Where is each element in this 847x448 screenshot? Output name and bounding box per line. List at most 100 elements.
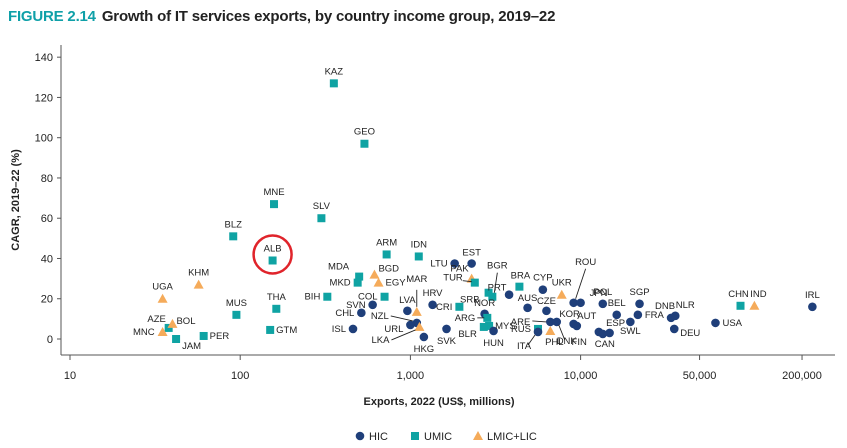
marker-hic bbox=[406, 320, 415, 330]
data-point-are bbox=[546, 317, 555, 327]
marker-umic bbox=[199, 331, 208, 340]
point-label-uga: UGA bbox=[152, 282, 173, 293]
marker-umic bbox=[164, 323, 173, 332]
point-label-col: COL bbox=[358, 292, 378, 303]
point-label-cze: CZE bbox=[537, 296, 556, 307]
point-label-hun: HUN bbox=[483, 338, 504, 349]
data-point-uga bbox=[157, 293, 168, 303]
point-label-bih: BIH bbox=[304, 292, 320, 303]
y-tick-label: 140 bbox=[35, 52, 53, 64]
leader-line bbox=[527, 334, 536, 346]
point-label-tur: TUR bbox=[443, 273, 463, 284]
point-label-ltu: LTU bbox=[430, 259, 447, 270]
marker-lmic-lic bbox=[373, 277, 384, 287]
point-label-mne: MNE bbox=[263, 187, 284, 198]
marker-lmic-lic bbox=[545, 325, 556, 335]
point-label-idn: IDN bbox=[411, 239, 428, 250]
data-point-mnc bbox=[157, 326, 168, 336]
data-point-slv bbox=[317, 214, 326, 223]
point-label-mnc: MNC bbox=[133, 327, 155, 338]
point-label-ind: IND bbox=[750, 289, 767, 300]
point-label-kor: KOR bbox=[559, 309, 580, 320]
point-label-ita: ITA bbox=[517, 341, 532, 352]
legend-item-lmic-lic: LMIC+LIC bbox=[473, 431, 537, 443]
point-label-esp: ESP bbox=[606, 318, 625, 329]
data-point-blr bbox=[479, 322, 488, 331]
data-point-rou bbox=[569, 298, 578, 308]
data-point-usa bbox=[711, 318, 720, 328]
point-label-chl: CHL bbox=[335, 308, 354, 319]
data-point-mar bbox=[411, 306, 422, 316]
marker-umic bbox=[515, 282, 524, 291]
point-label-per: PER bbox=[210, 331, 230, 342]
data-point-bol bbox=[167, 318, 178, 328]
marker-lmic-lic bbox=[157, 293, 168, 303]
point-label-rou: ROU bbox=[575, 257, 596, 268]
legend-marker bbox=[411, 432, 419, 440]
data-point-hun bbox=[489, 326, 498, 336]
figure-title-text: Growth of IT services exports, by countr… bbox=[101, 8, 556, 25]
point-label-arm: ARM bbox=[376, 237, 397, 248]
point-label-nlr: NLR bbox=[676, 300, 695, 311]
data-point-ukr bbox=[556, 289, 567, 299]
x-tick-label: 50,000 bbox=[683, 370, 717, 382]
data-point-chl bbox=[357, 308, 366, 318]
point-label-phl: PHL bbox=[545, 337, 563, 348]
legend: HIC UMIC LMIC+LIC bbox=[355, 431, 537, 443]
data-point-swl bbox=[626, 317, 635, 327]
data-point-nlr bbox=[670, 311, 680, 321]
leader-line bbox=[575, 268, 587, 299]
y-tick-label: 120 bbox=[35, 92, 53, 104]
data-point-cyp bbox=[538, 285, 548, 294]
point-label-svn: SVN bbox=[346, 300, 366, 311]
data-point-col bbox=[380, 292, 389, 301]
data-point-prt bbox=[504, 290, 514, 300]
y-tick-label: 60 bbox=[41, 213, 53, 225]
point-label-nzl: NZL bbox=[371, 311, 389, 322]
marker-umic bbox=[353, 278, 362, 287]
data-point-hrv bbox=[428, 300, 437, 310]
data-point-alb bbox=[268, 256, 277, 265]
y-tick-label: 80 bbox=[41, 173, 53, 185]
marker-hic bbox=[572, 321, 582, 331]
data-point-bih bbox=[323, 292, 332, 301]
legend-marker bbox=[355, 431, 365, 441]
highlight-circle bbox=[252, 234, 293, 275]
leader-line bbox=[532, 320, 547, 323]
marker-umic bbox=[266, 325, 275, 334]
marker-umic bbox=[268, 256, 277, 265]
marker-hic bbox=[576, 298, 585, 308]
marker-hic bbox=[598, 299, 608, 309]
point-label-aze: AZE bbox=[147, 314, 165, 325]
x-tick-label: 200,000 bbox=[782, 370, 822, 382]
marker-umic bbox=[272, 304, 281, 313]
marker-hic bbox=[669, 324, 679, 334]
marker-umic bbox=[382, 250, 391, 259]
marker-lmic-lic bbox=[167, 318, 178, 328]
marker-hic bbox=[403, 306, 412, 316]
data-point-geo bbox=[360, 139, 369, 148]
figure-number: FIGURE 2.14 bbox=[8, 8, 96, 25]
marker-umic bbox=[355, 272, 364, 281]
data-point-fra bbox=[633, 310, 643, 320]
data-point-blz bbox=[229, 232, 238, 241]
data-point-aus bbox=[523, 303, 532, 313]
marker-umic bbox=[479, 322, 488, 331]
point-label-hkg: HKG bbox=[414, 344, 435, 355]
point-label-bra: BRA bbox=[511, 271, 531, 282]
point-labels: KAZ GEO MNE SLV BLZ ALB ARM IDN KHM UGA MUS THA AZE B… bbox=[133, 66, 820, 355]
marker-hic bbox=[368, 300, 377, 310]
marker-lmic-lic bbox=[193, 279, 204, 289]
data-point-ita bbox=[533, 327, 543, 337]
marker-hic bbox=[419, 332, 429, 342]
marker-umic bbox=[329, 79, 338, 88]
point-label-tha: THA bbox=[267, 292, 287, 303]
data-point-deu bbox=[669, 324, 679, 334]
data-point-gtm bbox=[266, 325, 275, 334]
point-label-prt: PRT bbox=[488, 283, 507, 294]
marker-hic bbox=[612, 310, 622, 320]
point-label-cri: CRI bbox=[436, 302, 452, 313]
marker-hic bbox=[598, 329, 608, 339]
point-label-ukr: UKR bbox=[552, 278, 572, 289]
marker-hic bbox=[450, 259, 459, 268]
